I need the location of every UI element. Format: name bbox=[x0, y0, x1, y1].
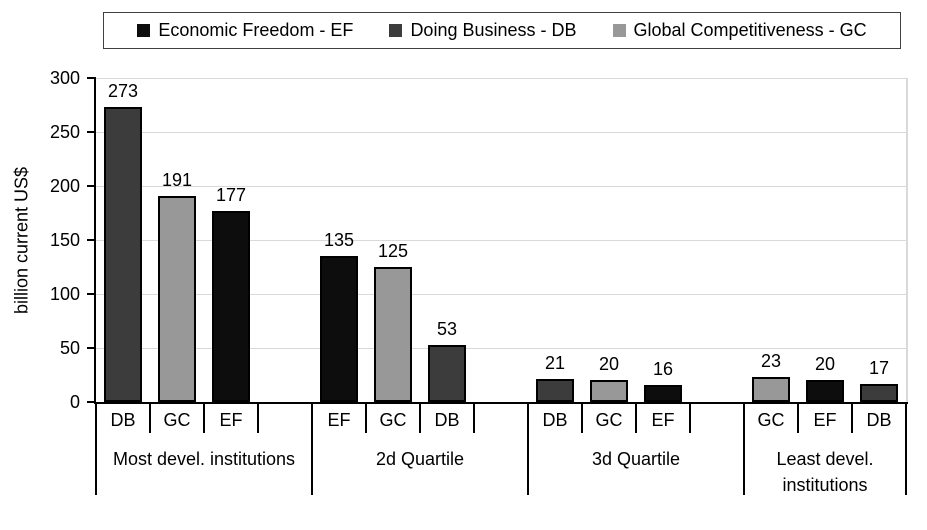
x-cell-separator bbox=[581, 402, 583, 433]
gridline bbox=[96, 239, 906, 241]
gridline bbox=[96, 293, 906, 295]
y-axis-tick bbox=[87, 293, 96, 295]
bar-gc-group1 bbox=[158, 195, 196, 402]
x-cell-separator bbox=[203, 402, 205, 433]
bar-value-label: 20 bbox=[598, 354, 620, 375]
x-cell-separator bbox=[851, 402, 853, 433]
x-axis-line bbox=[94, 402, 908, 404]
legend-item-gc: Global Competitiveness - GC bbox=[612, 20, 867, 41]
y-axis-tick bbox=[87, 185, 96, 187]
bar-gc-group4 bbox=[752, 377, 790, 402]
x-cell-separator bbox=[257, 402, 259, 433]
legend-item-ef: Economic Freedom - EF bbox=[137, 20, 353, 41]
y-axis-tick-label: 250 bbox=[49, 122, 80, 142]
x-group-label: Most devel. institutions bbox=[112, 449, 296, 469]
y-axis-tick bbox=[87, 131, 96, 133]
bar-gc-group2 bbox=[374, 267, 412, 402]
gridline bbox=[96, 185, 906, 187]
x-cell-separator bbox=[473, 402, 475, 433]
gridline bbox=[96, 347, 906, 349]
y-axis-tick-label: 150 bbox=[49, 230, 80, 250]
y-axis-tick bbox=[87, 401, 96, 403]
gridline bbox=[96, 131, 906, 133]
x-cell-separator bbox=[635, 402, 637, 433]
bar-value-label: 135 bbox=[323, 230, 355, 251]
legend-swatch-ef-icon bbox=[137, 24, 151, 37]
bar-ef-group2 bbox=[320, 256, 358, 402]
chart-legend: Economic Freedom - EF Doing Business - D… bbox=[103, 12, 901, 49]
x-group-separator bbox=[527, 402, 529, 495]
bar-value-label: 23 bbox=[760, 351, 782, 372]
y-axis-tick-label: 100 bbox=[49, 284, 80, 304]
legend-label-db: Doing Business - DB bbox=[410, 20, 577, 40]
x-tick-label: EF bbox=[219, 410, 243, 430]
x-group-separator bbox=[743, 402, 745, 495]
bar-value-label: 177 bbox=[215, 184, 247, 205]
x-tick-label: GC bbox=[757, 410, 785, 430]
bar-db-group3 bbox=[536, 379, 574, 402]
x-group-label: Least devel. institutions bbox=[776, 449, 874, 496]
x-group-separator bbox=[311, 402, 313, 495]
x-cell-separator bbox=[149, 402, 151, 433]
gridline bbox=[96, 77, 906, 79]
y-axis-tick-label: 200 bbox=[49, 176, 80, 196]
legend-swatch-db-icon bbox=[389, 24, 403, 37]
x-tick-label: DB bbox=[542, 410, 568, 430]
x-tick-label: EF bbox=[327, 410, 351, 430]
bar-value-label: 17 bbox=[868, 357, 890, 378]
legend-label-gc: Global Competitiveness - GC bbox=[633, 20, 867, 40]
bar-value-label: 53 bbox=[436, 318, 458, 339]
y-axis-tick bbox=[87, 77, 96, 79]
y-axis-tick-label: 300 bbox=[49, 68, 80, 88]
x-tick-label: DB bbox=[434, 410, 460, 430]
bar-ef-group1 bbox=[212, 210, 250, 402]
plot-border-right bbox=[906, 78, 908, 402]
bar-gc-group3 bbox=[590, 380, 628, 402]
y-axis-tick-label: 50 bbox=[59, 338, 80, 358]
bar-db-group1 bbox=[104, 107, 142, 402]
x-group-separator bbox=[905, 402, 907, 495]
bar-value-label: 16 bbox=[652, 358, 674, 379]
x-tick-label: DB bbox=[110, 410, 136, 430]
legend-label-ef: Economic Freedom - EF bbox=[158, 20, 354, 40]
x-cell-separator bbox=[689, 402, 691, 433]
y-axis-tick bbox=[87, 347, 96, 349]
x-tick-label: GC bbox=[595, 410, 623, 430]
x-cell-separator bbox=[365, 402, 367, 433]
x-tick-label: GC bbox=[163, 410, 191, 430]
legend-item-db: Doing Business - DB bbox=[389, 20, 577, 41]
bar-value-label: 20 bbox=[814, 354, 836, 375]
x-group-label: 3d Quartile bbox=[591, 449, 681, 469]
bar-ef-group4 bbox=[806, 380, 844, 402]
bar-db-group2 bbox=[428, 344, 466, 402]
x-tick-label: EF bbox=[651, 410, 675, 430]
y-axis-tick-label: 0 bbox=[69, 392, 80, 412]
bar-ef-group3 bbox=[644, 384, 682, 402]
x-tick-label: GC bbox=[379, 410, 407, 430]
y-axis-tick bbox=[87, 239, 96, 241]
y-axis-line bbox=[94, 78, 96, 404]
x-group-label: 2d Quartile bbox=[375, 449, 465, 469]
x-cell-separator bbox=[797, 402, 799, 433]
legend-swatch-gc-icon bbox=[612, 24, 626, 37]
bar-value-label: 21 bbox=[544, 353, 566, 374]
x-tick-label: DB bbox=[866, 410, 892, 430]
bar-value-label: 191 bbox=[161, 169, 193, 190]
x-tick-label: EF bbox=[813, 410, 837, 430]
bar-value-label: 125 bbox=[377, 241, 409, 261]
bar-value-label: 273 bbox=[107, 81, 139, 102]
x-group-separator bbox=[95, 402, 97, 495]
x-cell-separator bbox=[419, 402, 421, 433]
bar-db-group4 bbox=[860, 383, 898, 402]
